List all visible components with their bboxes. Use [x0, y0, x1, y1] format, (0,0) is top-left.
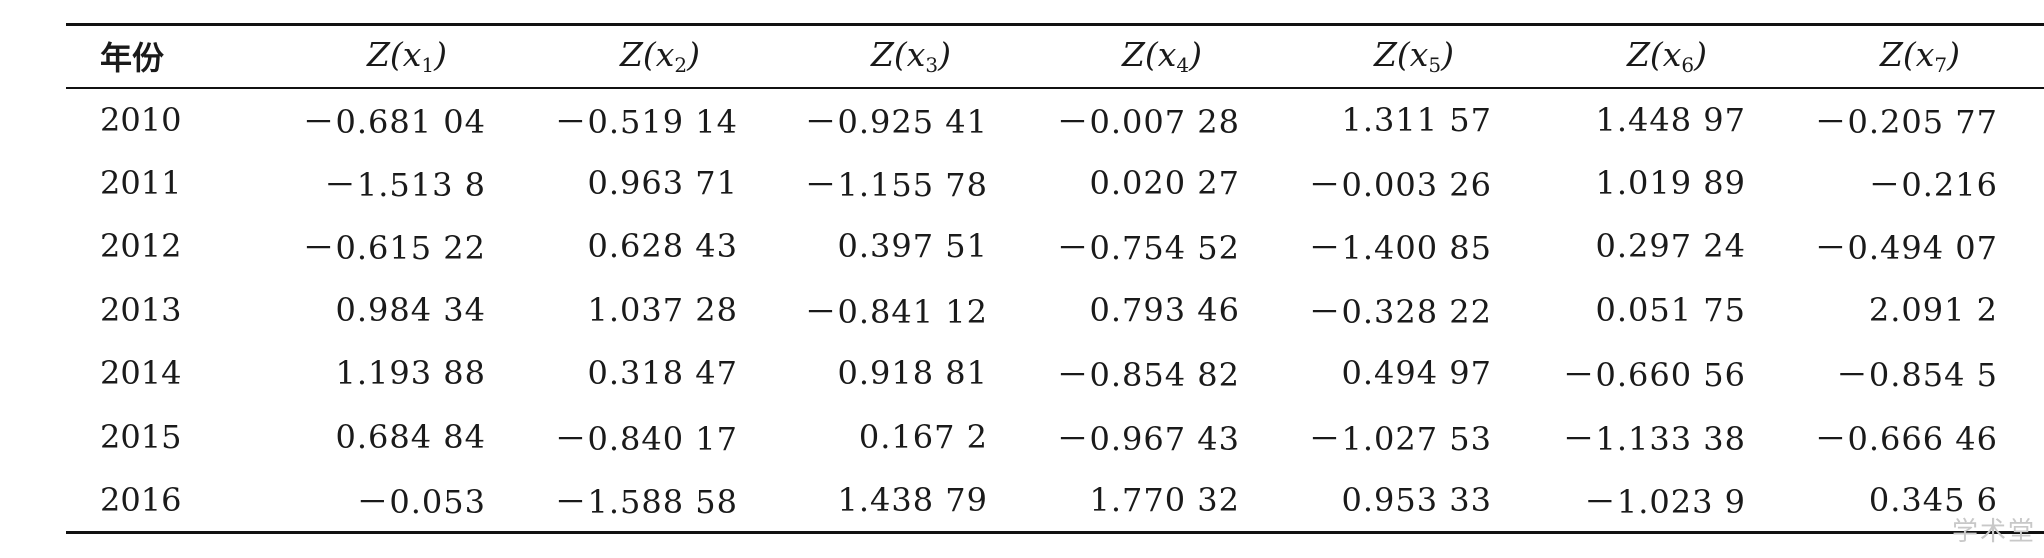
z-column-header: Z(x4) — [1036, 23, 1288, 89]
value-cell: －0.841 12 — [804, 292, 988, 331]
value-cell: 0.963 71 — [587, 163, 738, 202]
table-row: 2012 －0.615 22 0.628 43 0.397 51 －0.754 … — [66, 215, 2044, 279]
year-cell: 2010 — [100, 100, 182, 139]
table-row: 2013 0.984 34 1.037 28 －0.841 12 0.793 4… — [66, 278, 2044, 342]
value-cell: 0.918 81 — [837, 354, 988, 393]
year-column-header: 年份 — [66, 23, 280, 89]
value-cell: 1.019 89 — [1595, 163, 1746, 202]
z-column-header: Z(x2) — [534, 23, 786, 89]
z-column-header: Z(x5) — [1288, 23, 1540, 89]
z-column-header: Z(x1) — [280, 23, 534, 89]
value-cell: －0.494 07 — [1814, 229, 1998, 268]
header-row: 年份 Z(x1) Z(x2) Z(x3) Z(x4) Z(x5) Z(x6) Z… — [66, 23, 2044, 89]
value-cell: 1.438 79 — [786, 468, 1036, 534]
value-cell: －0.840 17 — [554, 419, 738, 458]
value-cell: －1.023 9 — [1540, 468, 1794, 534]
value-cell: 0.167 2 — [858, 417, 988, 456]
year-cell: 2014 — [100, 354, 182, 393]
value-cell: －0.007 28 — [1056, 102, 1240, 141]
z-column-header: Z(x6) — [1540, 23, 1794, 89]
value-cell: －1.027 53 — [1308, 419, 1492, 458]
value-cell: －0.216 — [1868, 165, 1998, 204]
value-cell: 1.770 32 — [1036, 468, 1288, 534]
value-cell: －0.519 14 — [554, 102, 738, 141]
value-cell: －0.666 46 — [1814, 419, 1998, 458]
value-cell: 0.051 75 — [1595, 290, 1746, 329]
value-cell: －1.513 8 — [323, 165, 486, 204]
value-cell: 0.628 43 — [587, 227, 738, 266]
value-cell: －0.854 5 — [1835, 356, 1998, 395]
value-cell: －0.925 41 — [804, 102, 988, 141]
value-cell: 2.091 2 — [1868, 290, 1998, 329]
value-cell: －0.615 22 — [302, 229, 486, 268]
data-table-container: 年份 Z(x1) Z(x2) Z(x3) Z(x4) Z(x5) Z(x6) Z… — [66, 23, 2044, 534]
value-cell: －1.155 78 — [804, 165, 988, 204]
value-cell: －0.328 22 — [1308, 292, 1492, 331]
value-cell: 0.494 97 — [1341, 354, 1492, 393]
value-cell: －0.854 82 — [1056, 356, 1240, 395]
year-cell: 2012 — [100, 227, 182, 266]
value-cell: －0.660 56 — [1562, 356, 1746, 395]
table-row: 2010 －0.681 04 －0.519 14 －0.925 41 －0.00… — [66, 88, 2044, 152]
value-cell: 0.397 51 — [837, 227, 988, 266]
value-cell: 1.311 57 — [1341, 100, 1492, 139]
value-cell: 0.020 27 — [1089, 163, 1240, 202]
value-cell: －1.400 85 — [1308, 229, 1492, 268]
value-cell: －0.681 04 — [302, 102, 486, 141]
table-row: 2011 －1.513 8 0.963 71 －1.155 78 0.020 2… — [66, 151, 2044, 215]
value-cell: 0.318 47 — [587, 354, 738, 393]
value-cell: 0.345 6 — [1794, 468, 2044, 534]
value-cell: －0.205 77 — [1814, 102, 1998, 141]
value-cell: －0.003 26 — [1308, 165, 1492, 204]
data-table: 年份 Z(x1) Z(x2) Z(x3) Z(x4) Z(x5) Z(x6) Z… — [66, 23, 2044, 534]
value-cell: 0.793 46 — [1089, 290, 1240, 329]
year-cell: 2013 — [100, 290, 182, 329]
value-cell: 0.297 24 — [1595, 227, 1746, 266]
value-cell: 0.684 84 — [335, 417, 486, 456]
year-cell: 2011 — [100, 163, 182, 202]
z-column-header: Z(x7) — [1794, 23, 2044, 89]
table-row: 2015 0.684 84 －0.840 17 0.167 2 －0.967 4… — [66, 405, 2044, 469]
value-cell: 0.984 34 — [335, 290, 486, 329]
value-cell: 1.037 28 — [587, 290, 738, 329]
value-cell: 1.448 97 — [1595, 100, 1746, 139]
value-cell: 1.193 88 — [335, 354, 486, 393]
table-row: 2016 －0.053 －1.588 58 1.438 79 1.770 32 … — [66, 468, 2044, 534]
table-row: 2014 1.193 88 0.318 47 0.918 81 －0.854 8… — [66, 342, 2044, 406]
value-cell: －1.133 38 — [1562, 419, 1746, 458]
z-column-header: Z(x3) — [786, 23, 1036, 89]
watermark-text: 学术堂 — [1951, 517, 2036, 547]
value-cell: －0.053 — [280, 468, 534, 534]
year-cell: 2016 — [66, 468, 280, 534]
year-cell: 2015 — [100, 417, 182, 456]
value-cell: －1.588 58 — [534, 468, 786, 534]
value-cell: －0.967 43 — [1056, 419, 1240, 458]
value-cell: 0.953 33 — [1288, 468, 1540, 534]
value-cell: －0.754 52 — [1056, 229, 1240, 268]
